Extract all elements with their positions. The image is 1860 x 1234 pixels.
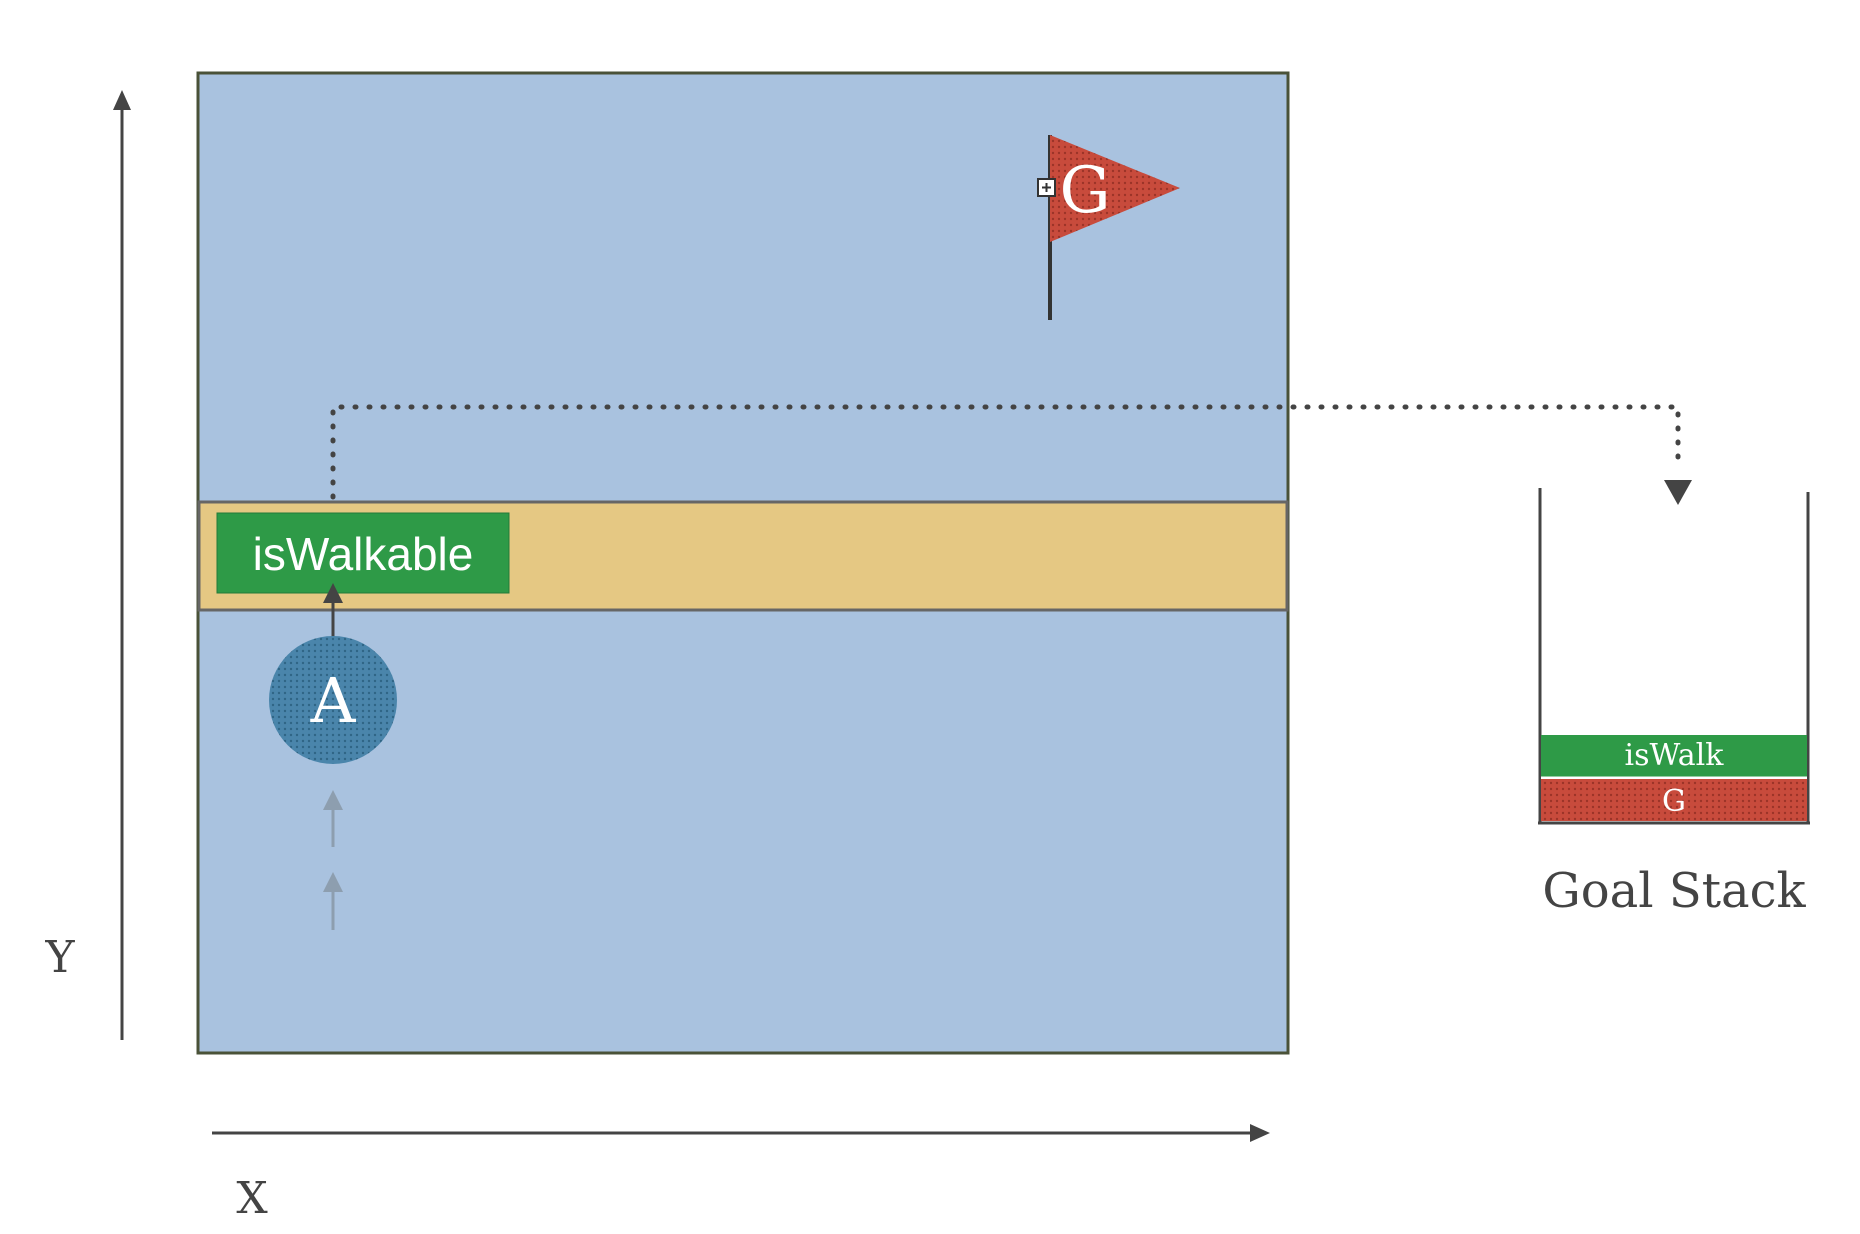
is-walkable-tag: isWalkable	[216, 512, 510, 594]
stack-item-label: isWalk	[1625, 738, 1725, 773]
agent-node: A	[269, 636, 397, 764]
agent-label: A	[310, 664, 357, 737]
trail-arrow	[323, 790, 343, 847]
stack-item: isWalk	[1541, 735, 1807, 777]
dotted-path-arrowhead	[1664, 480, 1692, 505]
x-axis	[212, 1124, 1270, 1142]
y-axis	[113, 90, 131, 1040]
trail-arrow	[323, 872, 343, 930]
x-axis-label: X	[236, 1173, 268, 1224]
stack-item-label: G	[1662, 784, 1686, 819]
goal-stack-title: Goal Stack	[1542, 863, 1806, 919]
goal-stack: isWalk G	[1538, 488, 1810, 825]
goal-flag: G	[1037, 135, 1180, 320]
y-axis-label: Y	[44, 932, 75, 983]
is-walkable-label: isWalkable	[253, 528, 474, 580]
agent-up-arrow	[323, 583, 343, 642]
dotted-path	[330, 404, 1681, 500]
goal-label: G	[1059, 154, 1110, 228]
stack-item: G	[1541, 779, 1807, 821]
